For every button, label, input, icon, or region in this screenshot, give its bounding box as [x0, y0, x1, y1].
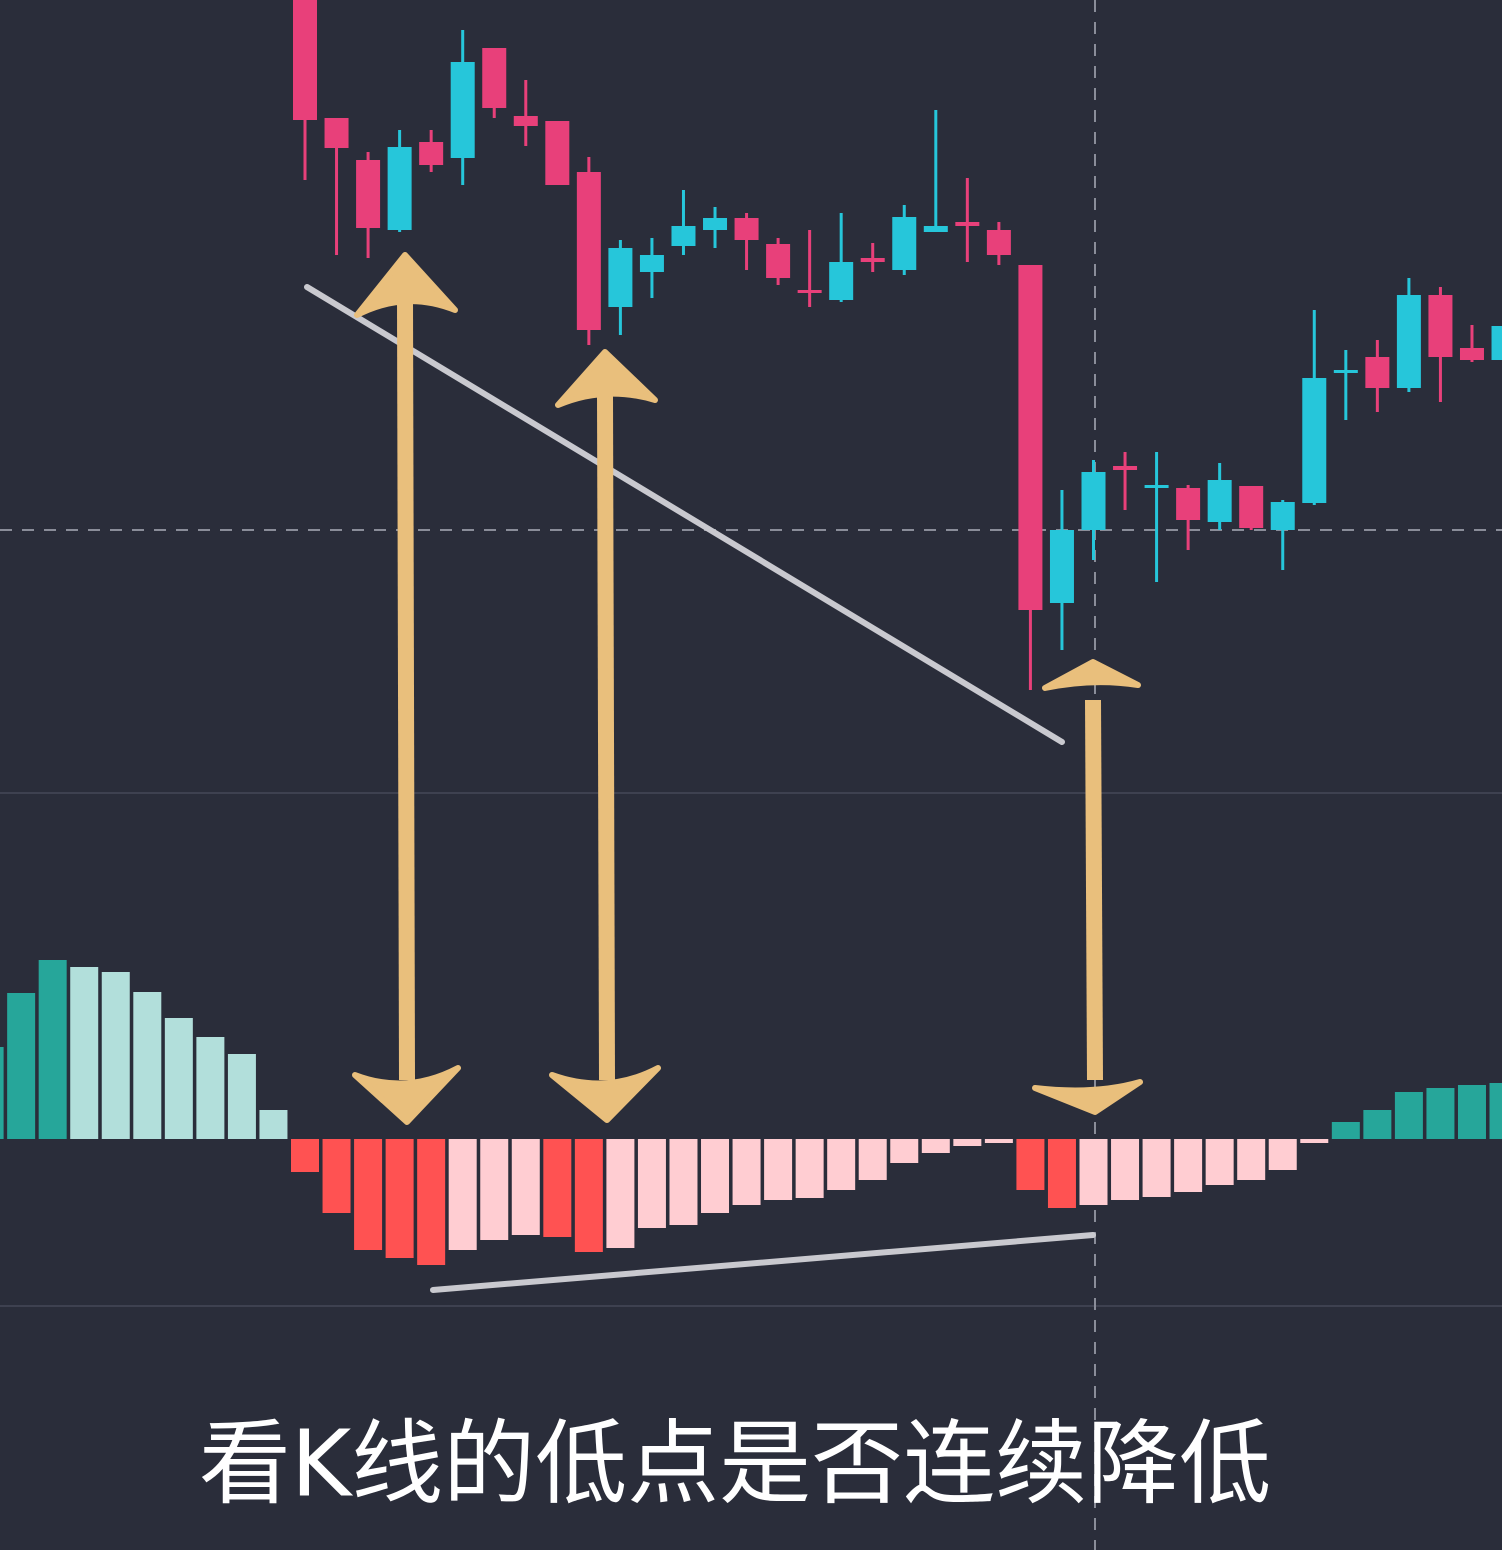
- histogram-bar: [543, 1139, 572, 1237]
- candle-body: [576, 172, 601, 330]
- trend-line: [430, 1232, 1096, 1293]
- candle-body: [1049, 530, 1074, 603]
- histogram-bar: [417, 1139, 446, 1265]
- candle-body: [356, 160, 381, 228]
- histogram-bar: [133, 992, 162, 1139]
- candle-body: [387, 147, 412, 230]
- arrow: [549, 349, 661, 1123]
- candle-body: [1365, 357, 1390, 388]
- annotation-layer: [304, 252, 1143, 1293]
- candle-body: [734, 218, 759, 240]
- histogram-bar: [291, 1139, 319, 1172]
- candle-body: [1428, 295, 1453, 357]
- caption: 看K线的低点是否连续降低: [199, 1410, 1271, 1517]
- candle-body: [923, 226, 948, 232]
- histogram-bar: [574, 1139, 603, 1252]
- histogram-bar: [1489, 1083, 1502, 1139]
- histogram-bar: [890, 1139, 919, 1163]
- histogram-bar: [1047, 1139, 1076, 1208]
- candle-body: [1018, 265, 1043, 610]
- candle-body: [1270, 502, 1295, 530]
- candle-body: [639, 255, 664, 272]
- histogram-bar: [1300, 1139, 1329, 1143]
- histogram-bar: [448, 1139, 477, 1250]
- histogram-bar: [196, 1037, 225, 1139]
- histogram-bar: [322, 1139, 351, 1213]
- histogram-bar: [921, 1139, 950, 1153]
- candle-body: [1302, 378, 1327, 503]
- histogram-bar: [764, 1139, 793, 1200]
- data-layer: [0, 0, 1502, 1265]
- candle-body: [545, 121, 570, 185]
- histogram-bar: [795, 1139, 824, 1198]
- histogram-bar: [606, 1139, 635, 1248]
- histogram-bar: [1237, 1139, 1266, 1180]
- candle-body: [1239, 486, 1264, 528]
- histogram-bar: [70, 967, 99, 1139]
- histogram-bar: [511, 1139, 540, 1235]
- candle-body: [1396, 295, 1421, 388]
- candle-body: [1207, 480, 1232, 522]
- candle-body: [1491, 326, 1502, 360]
- histogram-bar: [858, 1139, 887, 1180]
- candle-body: [1081, 472, 1106, 530]
- histogram-bar: [1394, 1092, 1423, 1139]
- histogram-bar: [480, 1139, 509, 1240]
- candle-body: [482, 48, 507, 108]
- histogram-bar: [38, 960, 67, 1139]
- candle-body: [797, 290, 822, 293]
- histogram-bar: [1457, 1085, 1486, 1139]
- candle-body: [892, 217, 917, 270]
- histogram-bar: [1174, 1139, 1203, 1192]
- candle-body: [1333, 370, 1358, 373]
- candle-body: [1459, 348, 1484, 360]
- candle-body: [513, 116, 538, 126]
- candle-body: [703, 218, 728, 230]
- histogram-bar: [101, 972, 130, 1139]
- candle-body: [608, 248, 633, 307]
- histogram-bar: [164, 1018, 193, 1139]
- histogram-bar: [1331, 1122, 1360, 1139]
- histogram-bar: [953, 1139, 982, 1146]
- trend-line: [304, 284, 1065, 745]
- histogram-bar: [1363, 1110, 1392, 1139]
- candle-body: [419, 142, 444, 165]
- candle-body: [829, 262, 854, 300]
- candle-body: [955, 222, 980, 226]
- histogram-bar: [227, 1054, 256, 1139]
- histogram-bar: [1111, 1139, 1140, 1200]
- candle-body: [1144, 485, 1169, 488]
- histogram-bar: [669, 1139, 698, 1225]
- histogram-bar: [1142, 1139, 1171, 1197]
- candle-body: [766, 244, 791, 278]
- arrow: [1032, 659, 1143, 1115]
- candle-body: [450, 62, 475, 158]
- histogram-bar: [637, 1139, 666, 1228]
- histogram-bar: [984, 1139, 1013, 1143]
- histogram-bar: [1205, 1139, 1234, 1185]
- candle-body: [324, 118, 349, 148]
- candle-body: [293, 0, 317, 120]
- arrow: [352, 252, 461, 1125]
- histogram-bar: [732, 1139, 761, 1205]
- histogram-bar: [385, 1139, 414, 1258]
- histogram-bar: [1079, 1139, 1108, 1205]
- histogram-bar: [259, 1110, 288, 1139]
- candle-body: [671, 226, 696, 246]
- candle-body: [1113, 466, 1138, 470]
- candle-body: [1176, 488, 1201, 520]
- histogram-bar: [827, 1139, 856, 1190]
- histogram-bar: [7, 993, 36, 1139]
- candle-body: [860, 258, 885, 262]
- histogram-bar: [1268, 1139, 1297, 1170]
- histogram-bar: [1426, 1088, 1455, 1139]
- histogram-bar: [1016, 1139, 1045, 1190]
- histogram-bar: [354, 1139, 383, 1250]
- candle-body: [986, 230, 1011, 255]
- histogram-bar: [701, 1139, 730, 1213]
- histogram-bar: [0, 1047, 4, 1139]
